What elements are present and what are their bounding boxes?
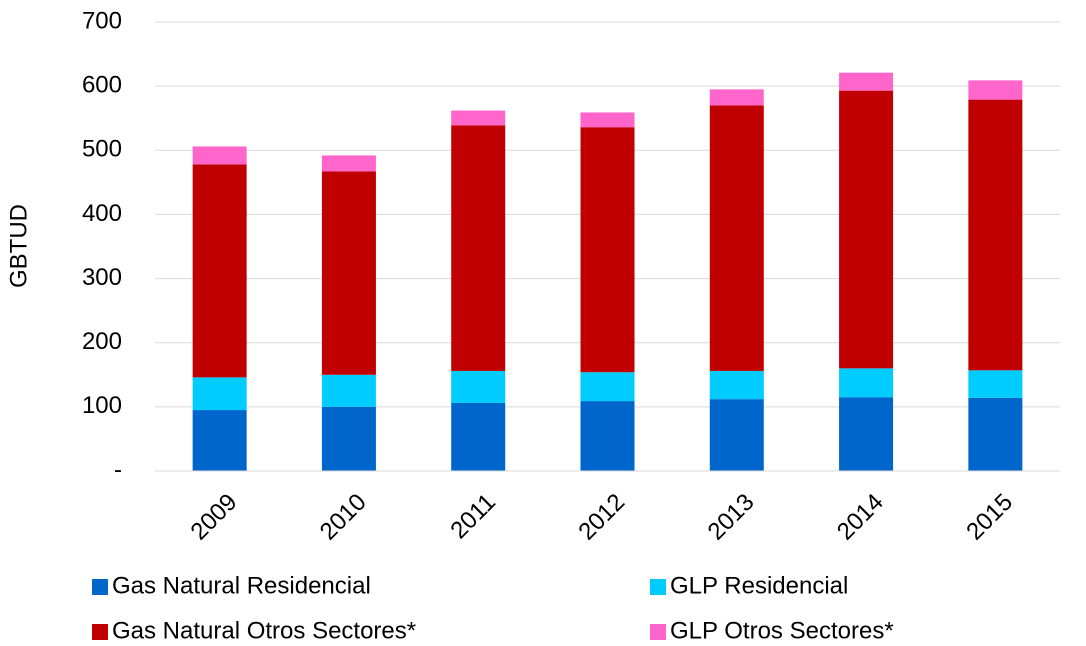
bar-segment — [580, 372, 635, 402]
bar-segment — [321, 155, 376, 172]
bar-segment — [709, 399, 764, 471]
x-tick-label: 2015 — [961, 489, 1018, 546]
legend-label: Gas Natural Otros Sectores* — [112, 617, 416, 644]
y-axis-label: GBTUD — [5, 204, 32, 288]
bar-segment — [968, 370, 1023, 398]
bar-segment — [321, 374, 376, 407]
legend-swatch — [92, 624, 108, 640]
bar-segment — [192, 164, 247, 378]
legend-swatch — [650, 579, 666, 595]
bar-segment — [580, 112, 635, 128]
x-tick-label: 2014 — [832, 489, 889, 546]
x-tick-label: 2013 — [703, 489, 760, 546]
bar-segment — [839, 397, 894, 471]
bar-segment — [451, 370, 506, 404]
x-tick-label: 2010 — [315, 489, 372, 546]
legend-label: Gas Natural Residencial — [112, 572, 371, 599]
y-tick-label: - — [114, 456, 122, 483]
bar-segment — [192, 410, 247, 471]
bar-segment — [321, 406, 376, 471]
y-tick-label: 200 — [82, 328, 122, 355]
bar-segment — [321, 171, 376, 375]
legend-label: GLP Residencial — [670, 572, 848, 599]
bar-segment — [839, 368, 894, 398]
legend-label: GLP Otros Sectores* — [670, 617, 894, 644]
bar-segment — [839, 90, 894, 369]
y-tick-label: 100 — [82, 392, 122, 419]
bar-segment — [839, 72, 894, 91]
bar-segment — [192, 146, 247, 165]
bar-segment — [968, 397, 1023, 471]
bar-segment — [709, 105, 764, 371]
bar-segment — [580, 127, 635, 373]
y-tick-label: 400 — [82, 200, 122, 227]
y-tick-label: 300 — [82, 264, 122, 291]
bar-segment — [709, 89, 764, 106]
x-tick-label: 2012 — [573, 489, 630, 546]
bar-segment — [968, 80, 1023, 100]
x-tick-label: 2011 — [445, 489, 501, 545]
y-tick-label: 500 — [82, 136, 122, 163]
legend-swatch — [650, 624, 666, 640]
y-tick-label: 600 — [82, 71, 122, 98]
bar-segment — [709, 370, 764, 400]
bar-segment — [451, 403, 506, 471]
bar-segment — [451, 110, 506, 126]
legend-swatch — [92, 579, 108, 595]
y-tick-label: 700 — [82, 7, 122, 34]
bar-segment — [192, 377, 247, 411]
bar-segment — [580, 401, 635, 471]
x-tick-label: 2009 — [186, 489, 243, 546]
bar-segment — [968, 99, 1023, 371]
bar-segment — [451, 125, 506, 371]
